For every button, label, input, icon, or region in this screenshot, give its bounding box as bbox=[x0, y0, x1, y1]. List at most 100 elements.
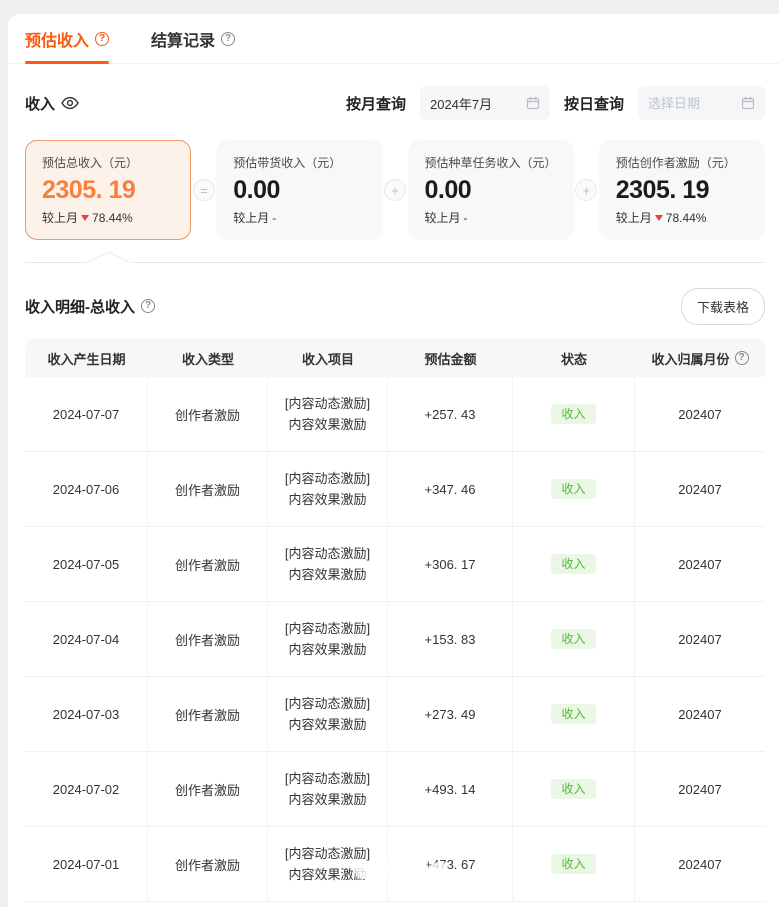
tab-settlement-records[interactable]: 结算记录 ? bbox=[151, 14, 236, 63]
cell-month: 202407 bbox=[678, 406, 722, 422]
help-icon[interactable]: ? bbox=[221, 31, 236, 46]
table-header-row: 收入产生日期 收入类型 收入项目 预估金额 状态 收入归属月份 ? bbox=[25, 339, 765, 377]
filter-row: 收入 按月查询 bbox=[25, 86, 765, 120]
cell-status: 收入 bbox=[513, 827, 635, 901]
month-picker[interactable] bbox=[419, 86, 550, 120]
detail-section-header: 收入明细-总收入 ? 下载表格 bbox=[25, 287, 765, 325]
compare-label: 较上月 bbox=[615, 211, 652, 225]
col-header-status: 状态 bbox=[560, 351, 587, 367]
table-row: 2024-07-03 创作者激励 [内容动态激励] 内容效果激励 +273. 49… bbox=[25, 677, 765, 752]
card-total-income[interactable]: 预估总收入（元） 2305. 19 较上月 78.44% bbox=[25, 140, 192, 240]
card-value: 2305. 19 bbox=[615, 175, 710, 204]
table-row: 2024-07-04 创作者激励 [内容动态激励] 内容效果激励 +153. 83… bbox=[25, 602, 765, 677]
cell-type: 创作者激励 bbox=[148, 827, 268, 901]
cell-project: [内容动态激励] 内容效果激励 bbox=[268, 452, 388, 526]
card-label: 预估带货收入（元） bbox=[233, 156, 342, 170]
cell-month: 202407 bbox=[678, 481, 722, 497]
tab-estimated-income-label: 预估收入 bbox=[25, 32, 90, 50]
calendar-icon[interactable] bbox=[741, 96, 755, 110]
status-badge: 收入 bbox=[551, 704, 596, 724]
compare-delta: 78.44% bbox=[665, 210, 707, 225]
card-creator-incentive[interactable]: 预估创作者激励（元） 2305. 19 较上月 78.44% bbox=[598, 140, 765, 240]
cell-project: [内容动态激励] 内容效果激励 bbox=[268, 752, 388, 826]
status-badge: 收入 bbox=[551, 554, 596, 574]
eye-icon[interactable] bbox=[61, 96, 79, 110]
card-value: 0.00 bbox=[233, 175, 280, 204]
operator-wrap: + bbox=[383, 140, 408, 240]
date-filters: 按月查询 按日查询 bbox=[346, 86, 765, 120]
cell-type: 创作者激励 bbox=[148, 452, 268, 526]
plus-icon: + bbox=[575, 179, 598, 201]
col-header-project: 收入项目 bbox=[301, 351, 354, 367]
cell-status: 收入 bbox=[513, 677, 635, 751]
cell-amount: +273. 49 bbox=[388, 677, 513, 751]
card-label: 预估种草任务收入（元） bbox=[424, 156, 557, 170]
cell-date: 2024-07-06 bbox=[25, 452, 148, 526]
col-header-amount: 预估金额 bbox=[424, 351, 477, 367]
tab-settlement-records-label: 结算记录 bbox=[151, 32, 216, 50]
cell-status: 收入 bbox=[513, 452, 635, 526]
cell-month: 202407 bbox=[678, 781, 722, 797]
cell-amount: +347. 46 bbox=[388, 452, 513, 526]
operator-wrap: = bbox=[191, 140, 216, 240]
cell-date: 2024-07-01 bbox=[25, 827, 148, 901]
status-badge: 收入 bbox=[551, 779, 596, 799]
cell-amount: +257. 43 bbox=[388, 377, 513, 451]
month-query-label: 按月查询 bbox=[345, 95, 406, 113]
calendar-icon[interactable] bbox=[526, 96, 540, 110]
table-row: 2024-07-07 创作者激励 [内容动态激励] 内容效果激励 +257. 43… bbox=[25, 377, 765, 452]
card-task-income[interactable]: 预估种草任务收入（元） 0.00 较上月 - bbox=[407, 140, 574, 240]
cell-status: 收入 bbox=[513, 602, 635, 676]
cell-type: 创作者激励 bbox=[148, 602, 268, 676]
cell-type: 创作者激励 bbox=[148, 677, 268, 751]
day-picker-input[interactable] bbox=[648, 95, 735, 111]
cell-project: [内容动态激励] 内容效果激励 bbox=[268, 602, 388, 676]
col-header-month: 收入归属月份 ? bbox=[635, 339, 765, 377]
compare-label: 较上月 bbox=[42, 211, 79, 225]
table-row: 2024-07-05 创作者激励 [内容动态激励] 内容效果激励 +306. 17… bbox=[25, 527, 765, 602]
income-title-label: 收入 bbox=[25, 95, 56, 113]
download-table-button[interactable]: 下载表格 bbox=[680, 287, 765, 325]
help-icon[interactable]: ? bbox=[734, 351, 749, 365]
active-tab-underline bbox=[25, 61, 110, 64]
cell-type: 创作者激励 bbox=[148, 377, 268, 451]
day-picker[interactable] bbox=[638, 86, 765, 120]
cell-project: [内容动态激励] 内容效果激励 bbox=[268, 377, 388, 451]
cell-amount: +153. 83 bbox=[388, 602, 513, 676]
status-badge: 收入 bbox=[551, 479, 596, 499]
cell-date: 2024-07-05 bbox=[25, 527, 148, 601]
cell-amount: +493. 14 bbox=[388, 752, 513, 826]
detail-title: 收入明细-总收入 ? bbox=[25, 296, 155, 317]
table-row: 2024-07-02 创作者激励 [内容动态激励] 内容效果激励 +493. 14… bbox=[25, 752, 765, 827]
cell-month: 202407 bbox=[678, 556, 722, 572]
status-badge: 收入 bbox=[551, 854, 596, 874]
compare-label: 较上月 bbox=[424, 211, 461, 225]
stat-cards-row: 预估总收入（元） 2305. 19 较上月 78.44% = 预估带货收入（元）… bbox=[25, 140, 765, 240]
tab-bar: 预估收入 ? 结算记录 ? bbox=[8, 14, 779, 64]
help-icon[interactable]: ? bbox=[95, 31, 110, 46]
cell-date: 2024-07-03 bbox=[25, 677, 148, 751]
cell-status: 收入 bbox=[513, 527, 635, 601]
help-icon[interactable]: ? bbox=[141, 299, 155, 313]
compare-delta: - bbox=[463, 210, 468, 225]
cell-project: [内容动态激励] 内容效果激励 bbox=[268, 827, 388, 901]
income-title: 收入 bbox=[25, 93, 79, 114]
card-compare: 较上月 78.44% bbox=[616, 209, 748, 226]
month-picker-input[interactable] bbox=[429, 95, 520, 111]
equals-icon: = bbox=[192, 179, 215, 201]
card-label: 预估总收入（元） bbox=[42, 156, 139, 170]
compare-delta: - bbox=[272, 210, 277, 225]
cell-month: 202407 bbox=[678, 706, 722, 722]
compare-label: 较上月 bbox=[233, 211, 270, 225]
card-value: 0.00 bbox=[424, 175, 472, 204]
main-panel: 预估收入 ? 结算记录 ? 收入 按月查询 bbox=[8, 14, 779, 907]
cell-date: 2024-07-07 bbox=[25, 377, 148, 451]
card-compare: 较上月 - bbox=[425, 209, 557, 226]
card-goods-income[interactable]: 预估带货收入（元） 0.00 较上月 - bbox=[216, 140, 383, 240]
operator-wrap: + bbox=[574, 140, 599, 240]
status-badge: 收入 bbox=[551, 404, 596, 424]
card-value: 2305. 19 bbox=[42, 175, 136, 204]
tab-estimated-income[interactable]: 预估收入 ? bbox=[25, 14, 110, 64]
cell-month: 202407 bbox=[678, 631, 722, 647]
cell-month: 202407 bbox=[678, 856, 722, 872]
